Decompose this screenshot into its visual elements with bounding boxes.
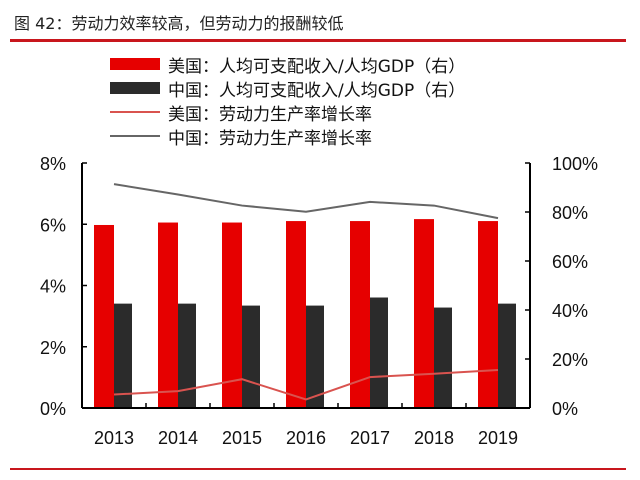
right-tick-label: 0%	[552, 399, 578, 419]
legend-swatch	[110, 135, 160, 137]
x-tick-label: 2013	[94, 428, 134, 448]
legend: 美国：人均可支配收入/人均GDP（右） 中国：人均可支配收入/人均GDP（右） …	[110, 52, 466, 149]
right-tick-label: 80%	[552, 203, 588, 223]
legend-swatch	[110, 82, 160, 94]
legend-label: 中国：人均可支配收入/人均GDP（右）	[168, 80, 466, 101]
bar-cn-2018	[434, 307, 452, 408]
x-tick-label: 2015	[222, 428, 262, 448]
x-tick-label: 2014	[158, 428, 198, 448]
x-tick-label: 2019	[478, 428, 518, 448]
bar-us-2014	[158, 222, 178, 408]
left-tick-label: 4%	[40, 277, 66, 297]
left-tick-label: 8%	[40, 154, 66, 174]
line-us-productivity-growth	[113, 369, 499, 401]
title-divider	[10, 39, 626, 42]
legend-swatch	[110, 58, 160, 70]
right-tick-label: 60%	[552, 252, 588, 272]
left-tick-label: 2%	[40, 338, 66, 358]
figure-title: 图 42：劳动力效率较高，但劳动力的报酬较低	[14, 14, 344, 33]
left-tick-label: 6%	[40, 215, 66, 235]
bar-cn-2014	[178, 303, 196, 408]
bar-us-2017	[350, 221, 370, 408]
bar-cn-2017	[370, 297, 388, 408]
bar-cn-2019	[498, 303, 516, 408]
line-cn-productivity-growth	[113, 183, 499, 220]
left-tick-label: 0%	[40, 399, 66, 419]
legend-swatch	[110, 111, 160, 113]
bar-cn-2013	[114, 303, 132, 408]
legend-label: 美国：人均可支配收入/人均GDP（右）	[168, 56, 466, 77]
bar-cn-2016	[306, 305, 324, 408]
right-tick-label: 40%	[552, 301, 588, 321]
legend-label: 中国：劳动力生产率增长率	[168, 128, 372, 149]
bottom-divider	[10, 468, 626, 470]
bar-us-2019	[478, 221, 498, 408]
bar-us-2016	[286, 221, 306, 408]
right-tick-label: 20%	[552, 350, 588, 370]
legend-item-cn-line: 中国：劳动力生产率增长率	[110, 124, 465, 149]
x-tick-label: 2016	[286, 428, 326, 448]
legend-label: 美国：劳动力生产率增长率	[168, 104, 372, 125]
bar-us-2018	[414, 219, 434, 408]
bar-us-2013	[94, 224, 114, 408]
legend-item-us-line: 美国：劳动力生产率增长率	[110, 100, 465, 125]
legend-item-us-bar: 美国：人均可支配收入/人均GDP（右）	[110, 52, 466, 77]
x-tick-label: 2018	[414, 428, 454, 448]
x-tick-label: 2017	[350, 428, 390, 448]
right-tick-label: 100%	[552, 154, 598, 174]
bar-us-2015	[222, 222, 242, 408]
legend-item-cn-bar: 中国：人均可支配收入/人均GDP（右）	[110, 76, 466, 101]
bar-cn-2015	[242, 305, 260, 408]
